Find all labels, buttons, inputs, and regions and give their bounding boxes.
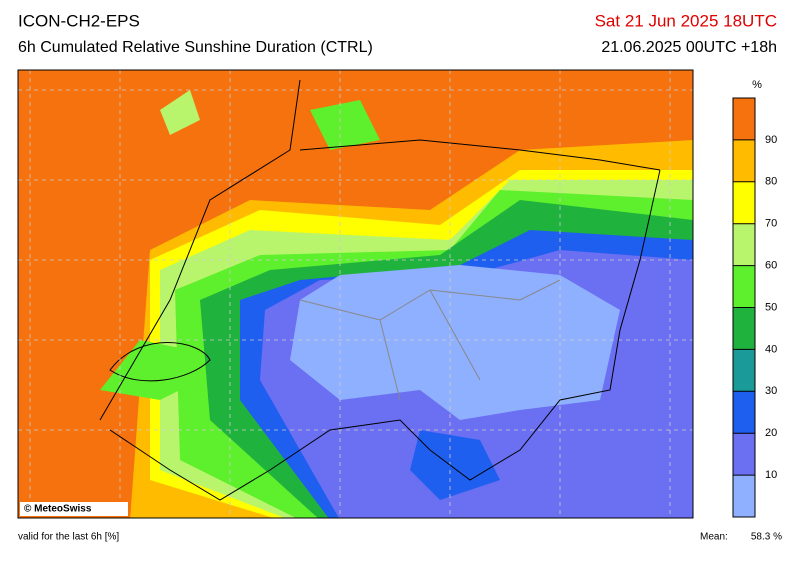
map-frame xyxy=(17,69,694,519)
colorbar-tick-label: 10 xyxy=(765,469,777,481)
colorbar-segment xyxy=(733,223,755,266)
colorbar-tick-label: 50 xyxy=(765,301,777,313)
colorbar-unit: % xyxy=(752,79,762,91)
copyright-box xyxy=(20,502,128,516)
graticule xyxy=(18,70,693,518)
colorbar-tick-label: 80 xyxy=(765,176,777,188)
colorbar-segment xyxy=(733,391,755,434)
colorbar-segment xyxy=(733,139,755,182)
colorbar-segment xyxy=(733,181,755,224)
run-info: 21.06.2025 00UTC +18h xyxy=(601,39,777,56)
valid-date: Sat 21 Jun 2025 18UTC xyxy=(595,11,777,30)
colorbar-segment xyxy=(733,475,755,517)
colorbar-segment xyxy=(733,98,755,140)
map-field xyxy=(310,100,380,150)
subtitle: 6h Cumulated Relative Sunshine Duration … xyxy=(18,39,373,56)
map: © MeteoSwiss xyxy=(17,69,694,519)
colorbar-segment xyxy=(733,349,755,392)
colorbar-tick-label: 40 xyxy=(765,343,777,355)
colorbar-segment xyxy=(733,307,755,350)
colorbar-segment xyxy=(733,265,755,308)
mean-value: 58.3 % xyxy=(751,532,782,543)
colorbar-segment xyxy=(733,433,755,476)
mean-label: Mean: xyxy=(700,532,728,543)
map-field xyxy=(290,265,620,420)
border xyxy=(99,79,661,501)
title: ICON-CH2-EPS xyxy=(18,11,140,30)
region-border xyxy=(299,279,561,401)
colorbar-tick-label: 90 xyxy=(765,134,777,146)
validity-note: valid for the last 6h [%] xyxy=(18,532,119,543)
colorbar-tick-label: 20 xyxy=(765,427,777,439)
colorbar-tick-label: 70 xyxy=(765,218,777,230)
colorbar-tick-label: 60 xyxy=(765,260,777,272)
map-field xyxy=(160,90,200,135)
lake xyxy=(109,342,211,382)
copyright: © MeteoSwiss xyxy=(24,504,92,515)
map-field xyxy=(100,340,200,400)
map-field xyxy=(410,430,500,500)
colorbar: % 10 20 30 40 50 60 70 80 90 xyxy=(732,79,777,518)
colorbar-tick-label: 30 xyxy=(765,385,777,397)
